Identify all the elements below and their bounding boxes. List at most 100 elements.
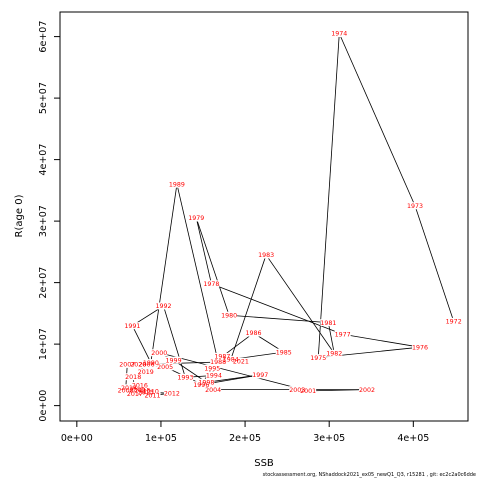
year-label-bg xyxy=(289,386,306,394)
year-label-bg xyxy=(124,322,141,330)
year-label-bg xyxy=(163,389,180,397)
path-segment-1976-1977 xyxy=(342,333,421,348)
year-label-2007: 2007 xyxy=(119,362,135,369)
year-label-2021: 2021 xyxy=(233,359,249,366)
year-label-bg xyxy=(300,387,317,395)
year-label-2011: 2011 xyxy=(145,392,161,399)
year-label-1995: 1995 xyxy=(204,365,220,372)
y-tick-label: 3e+07 xyxy=(38,205,49,237)
year-label-bg xyxy=(188,214,205,222)
year-label-bg xyxy=(138,360,155,368)
year-label-2008: 2008 xyxy=(118,387,134,394)
year-label-bg xyxy=(165,356,182,364)
year-label-1986: 1986 xyxy=(245,330,261,337)
year-label-bg xyxy=(126,390,143,398)
year-label-2017: 2017 xyxy=(127,391,143,398)
year-label-2005: 2005 xyxy=(157,364,173,371)
year-label-1996: 1996 xyxy=(193,382,209,389)
year-label-bg xyxy=(130,360,147,368)
year-label-bg xyxy=(221,311,238,319)
year-label-2018: 2018 xyxy=(125,374,141,381)
path-segment-1981-1982 xyxy=(327,322,335,354)
year-label-2013: 2013 xyxy=(138,389,154,396)
year-label-1993: 1993 xyxy=(177,375,193,382)
year-label-2015: 2015 xyxy=(134,387,150,394)
year-label-1991: 1991 xyxy=(124,323,140,330)
year-label-bg xyxy=(252,371,269,379)
x-tick-label: 0e+00 xyxy=(61,433,93,444)
year-label-bg xyxy=(334,330,351,338)
path-segment-1986-1987 xyxy=(222,332,254,357)
year-label-1998: 1998 xyxy=(198,379,214,386)
year-label-bg xyxy=(214,352,231,360)
year-labels: 1972 1973 1974 1975 1976 1977 1978 1979 1980 1981… xyxy=(118,30,462,399)
y-axis: 0e+00 1e+07 2e+07 3e+07 4e+07 5e+07 6e+07 xyxy=(38,21,60,422)
year-label-bg xyxy=(258,251,275,259)
path-segment-1972-1973 xyxy=(414,205,455,322)
year-label-1979: 1979 xyxy=(188,215,204,222)
year-label-1975: 1975 xyxy=(310,355,326,362)
year-label-1997: 1997 xyxy=(252,372,268,379)
year-label-1982: 1982 xyxy=(326,351,342,358)
year-label-1992: 1992 xyxy=(155,303,171,310)
year-label-bg xyxy=(210,358,227,366)
year-label-bg xyxy=(205,386,222,394)
path-segment-1974-1975 xyxy=(317,33,340,358)
year-label-bg xyxy=(407,202,424,210)
year-label-bg xyxy=(320,319,337,327)
path-segment-1982-1983 xyxy=(265,254,335,354)
plot-frame xyxy=(59,11,469,422)
year-label-1974: 1974 xyxy=(331,31,347,38)
year-label-1980: 1980 xyxy=(221,312,237,319)
year-label-bg xyxy=(157,363,174,371)
year-label-2016: 2016 xyxy=(132,383,148,390)
year-label-bg xyxy=(151,349,168,357)
x-tick-label: 2e+05 xyxy=(229,433,261,444)
path-segment-1983-1984 xyxy=(230,254,267,360)
year-label-2019: 2019 xyxy=(138,369,154,376)
footer-provenance: stockassessment.org, NShaddock2021_ex05_… xyxy=(262,472,476,478)
year-label-1978: 1978 xyxy=(203,281,219,288)
year-label-bg xyxy=(155,302,172,310)
year-label-2009: 2009 xyxy=(129,387,145,394)
year-label-bg xyxy=(120,384,137,392)
year-label-bg xyxy=(125,373,142,381)
year-label-2006: 2006 xyxy=(139,362,155,369)
year-label-1984: 1984 xyxy=(223,357,239,364)
year-label-bg xyxy=(245,329,262,337)
year-label-bg xyxy=(177,373,194,381)
path-segment-2000-2001 xyxy=(159,352,309,392)
path-segment-1979-1980 xyxy=(195,217,230,316)
year-label-bg xyxy=(137,368,154,376)
year-label-bg xyxy=(275,348,292,356)
year-label-bg xyxy=(205,371,222,379)
stock-recruitment-path xyxy=(125,33,455,396)
year-label-bg xyxy=(119,360,136,368)
x-tick-label: 4e+05 xyxy=(397,433,429,444)
year-label-1985: 1985 xyxy=(276,349,292,356)
year-label-bg xyxy=(203,280,220,288)
x-axis-title: SSB xyxy=(254,458,274,469)
year-label-bg xyxy=(134,386,151,394)
x-axis: 0e+00 1e+05 2e+05 3e+05 4e+05 xyxy=(61,421,429,444)
year-label-2004: 2004 xyxy=(205,387,221,394)
year-label-2010: 2010 xyxy=(143,389,159,396)
path-segment-1988-1989 xyxy=(176,184,219,363)
year-label-bg xyxy=(331,30,348,38)
year-label-bg xyxy=(445,317,462,325)
year-label-1989: 1989 xyxy=(169,181,185,188)
year-label-2003: 2003 xyxy=(289,387,305,394)
year-label-1988: 1988 xyxy=(210,359,226,366)
year-label-bg xyxy=(232,357,249,365)
path-segment-1978-1979 xyxy=(195,217,212,284)
year-label-bg xyxy=(198,378,215,386)
year-label-bg xyxy=(310,354,327,362)
path-segment-1989-1990 xyxy=(150,184,178,363)
year-label-bg xyxy=(412,343,429,351)
x-tick-label: 3e+05 xyxy=(313,433,345,444)
x-tick-label: 1e+05 xyxy=(145,433,177,444)
year-label-2001: 2001 xyxy=(300,388,316,395)
year-label-2012: 2012 xyxy=(164,391,180,398)
year-label-1977: 1977 xyxy=(335,331,351,338)
year-label-2020: 2020 xyxy=(130,362,146,369)
